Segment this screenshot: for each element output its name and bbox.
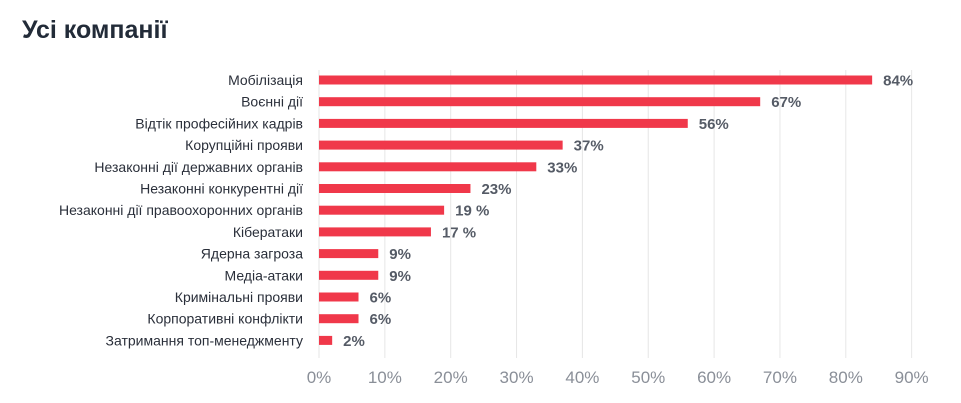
value-label: 6%	[370, 290, 392, 307]
bar	[319, 227, 431, 237]
value-label: 84%	[883, 73, 913, 90]
bar	[319, 270, 379, 280]
bar	[319, 292, 359, 302]
category-label: Мобілізація	[228, 72, 303, 88]
x-tick-label: 50%	[631, 368, 665, 387]
value-label: 2%	[343, 333, 365, 350]
value-label: 9%	[389, 268, 411, 285]
bar	[319, 140, 563, 150]
value-label: 56%	[699, 116, 729, 133]
value-label: 33%	[547, 159, 577, 176]
value-labels: 84% 67% 56% 37% 33% 23% 19 % 17 % 9% 9% 6% 6% 2%	[343, 73, 913, 350]
category-label: Затримання топ-менеджменту	[106, 332, 303, 348]
category-labels: Мобілізація Воєнні дії Відтік професійних …	[59, 72, 303, 348]
value-label: 17 %	[442, 224, 476, 241]
bar	[319, 97, 761, 107]
bar	[319, 184, 471, 193]
bar	[319, 75, 873, 85]
bars	[319, 75, 873, 345]
category-label: Медіа-атаки	[225, 267, 304, 283]
bar	[319, 314, 359, 324]
value-label: 67%	[771, 94, 801, 111]
category-label: Кримінальні прояви	[175, 289, 303, 305]
x-tick-label: 80%	[829, 368, 863, 387]
bar	[319, 335, 333, 345]
category-label: Ядерна загроза	[201, 246, 303, 262]
x-tick-label: 70%	[763, 368, 797, 387]
value-label: 19 %	[455, 203, 489, 220]
category-label: Відтік професійних кадрів	[135, 115, 303, 131]
x-tick-label: 40%	[565, 368, 599, 387]
bar	[319, 162, 537, 172]
category-label: Незаконні дії державних органів	[94, 159, 303, 175]
category-label: Незаконні дії правоохоронних органів	[59, 202, 303, 218]
category-label: Корпоративні конфлікти	[147, 311, 303, 327]
chart-title: Усі компанії	[22, 16, 168, 44]
value-label: 6%	[370, 311, 392, 328]
x-tick-label: 90%	[895, 368, 929, 387]
value-label: 23%	[481, 181, 511, 198]
x-tick-label: 20%	[434, 368, 468, 387]
bar	[319, 249, 379, 259]
category-label: Незаконні конкурентні дії	[140, 181, 303, 197]
value-label: 9%	[389, 246, 411, 263]
x-tick-label: 30%	[500, 368, 534, 387]
x-axis-ticks: 0% 10% 20% 30% 40% 50% 60% 70% 80% 90%	[307, 368, 929, 387]
category-label: Корупційні прояви	[185, 137, 303, 153]
bar	[319, 118, 688, 128]
x-tick-label: 10%	[368, 368, 402, 387]
bar	[319, 205, 445, 215]
value-label: 37%	[574, 138, 604, 155]
x-tick-label: 0%	[307, 368, 332, 387]
category-label: Кібератаки	[233, 224, 303, 240]
category-label: Воєнні дії	[241, 94, 303, 110]
x-tick-label: 60%	[697, 368, 731, 387]
